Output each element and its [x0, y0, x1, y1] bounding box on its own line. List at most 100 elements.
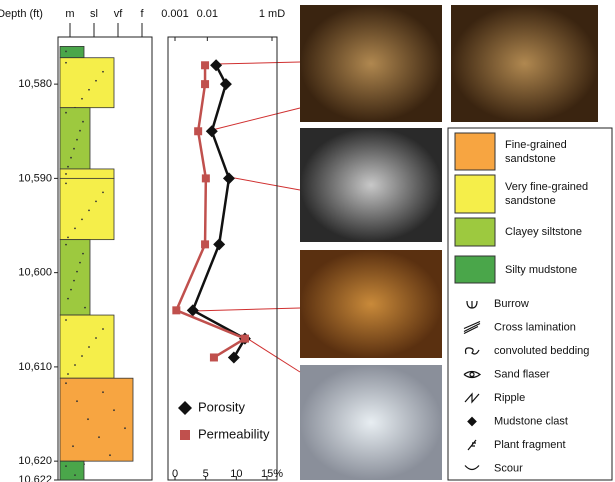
grain-dot — [102, 328, 104, 330]
marker — [210, 59, 222, 71]
photo — [300, 250, 442, 358]
layer — [60, 169, 114, 178]
marker — [202, 174, 210, 182]
legend-label: Plant fragment — [494, 439, 566, 451]
legend-label: Cross lamination — [494, 321, 576, 333]
grain-dot — [124, 427, 126, 429]
grain-dot — [74, 364, 76, 366]
x-tick-label: 15% — [261, 468, 283, 480]
y-tick-label: 10,600 — [18, 267, 52, 279]
legend-label: Burrow — [494, 298, 529, 310]
layer — [60, 461, 84, 480]
grain-dot — [79, 130, 81, 132]
legend-swatch — [455, 256, 495, 283]
grain-dot — [87, 418, 89, 420]
grain-size-label: vf — [114, 8, 124, 20]
marker — [206, 125, 218, 137]
legend-label: convoluted bedding — [494, 345, 589, 357]
grain-dot — [82, 253, 84, 255]
marker — [228, 351, 240, 363]
layer — [60, 46, 84, 57]
grain-dot — [79, 262, 81, 264]
x2-tick-label: 1 mD — [259, 8, 285, 20]
marker — [213, 238, 225, 250]
legend-label: Sand flaser — [494, 368, 550, 380]
y-tick-label: 10,590 — [18, 172, 52, 184]
page: {"chart_data":{"type":"line","ylabel":"D… — [0, 0, 615, 482]
grain-dot — [65, 112, 67, 114]
grain-dot — [81, 218, 83, 220]
legend-label: Mudstone clast — [494, 415, 568, 427]
layer — [60, 108, 90, 169]
grain-dot — [81, 98, 83, 100]
grain-size-label: m — [65, 8, 74, 20]
legend-marker — [178, 401, 192, 415]
marker — [201, 61, 209, 69]
legend-label: Scour — [494, 462, 523, 474]
legend-label: Porosity — [198, 399, 245, 414]
legend-label: Permeability — [198, 426, 270, 441]
legend-marker — [180, 430, 190, 440]
y-tick-label: 10,580 — [18, 78, 52, 90]
x-tick-label: 0 — [172, 468, 178, 480]
grain-dot — [74, 227, 76, 229]
grain-dot — [70, 157, 72, 159]
grain-dot — [70, 289, 72, 291]
photo — [300, 5, 442, 122]
grain-dot — [102, 191, 104, 193]
legend-swatch — [455, 133, 495, 170]
grain-size-label: sl — [90, 8, 98, 20]
grain-dot — [88, 346, 90, 348]
grain-dot — [88, 209, 90, 211]
grain-dot — [76, 400, 78, 402]
grain-dot — [65, 319, 67, 321]
grain-dot — [102, 71, 104, 73]
grain-dot — [65, 182, 67, 184]
legend-label: Fine-grained sandstone — [505, 138, 615, 166]
grain-dot — [113, 409, 115, 411]
grain-dot — [67, 166, 69, 168]
marker — [172, 306, 180, 314]
grain-dot — [76, 271, 78, 273]
figure: Depth (ft) 10,58010,59010,60010,61010,62… — [0, 0, 615, 482]
grain-dot — [81, 355, 83, 357]
grain-dot — [95, 80, 97, 82]
legend-label: Very fine-grained sandstone — [505, 180, 615, 208]
grain-dot — [84, 307, 86, 309]
x-tick-label: 10 — [230, 468, 242, 480]
grain-dot — [65, 244, 67, 246]
legend-swatch — [455, 175, 495, 213]
y-tick-label: 10,620 — [18, 455, 52, 467]
marker — [194, 127, 202, 135]
x-tick-label: 5 — [203, 468, 209, 480]
series-line — [176, 65, 245, 357]
marker — [201, 240, 209, 248]
x2-tick-label: 0.001 — [161, 8, 189, 20]
marker — [201, 80, 209, 88]
grain-dot — [76, 139, 78, 141]
grain-dot — [109, 454, 111, 456]
y-tick-label: 10,622 — [18, 474, 52, 482]
grain-dot — [65, 62, 67, 64]
marker — [241, 335, 249, 343]
connectors — [193, 62, 300, 372]
grain-dot — [73, 148, 75, 150]
grain-dot — [67, 298, 69, 300]
grain-dot — [65, 173, 67, 175]
grain-dot — [65, 465, 67, 467]
grain-dot — [74, 474, 76, 476]
layer — [60, 378, 133, 461]
grain-dot — [102, 391, 104, 393]
legend-label: Ripple — [494, 392, 525, 404]
marker — [220, 78, 232, 90]
legend-label: Silty mudstone — [505, 263, 615, 277]
grain-dot — [65, 51, 67, 53]
photo — [300, 365, 442, 480]
layer — [60, 58, 114, 108]
grain-dot — [65, 382, 67, 384]
legend-swatch — [455, 218, 495, 246]
grain-dot — [88, 89, 90, 91]
marker — [223, 172, 235, 184]
legend-label: Clayey siltstone — [505, 225, 615, 239]
layer — [60, 315, 114, 378]
